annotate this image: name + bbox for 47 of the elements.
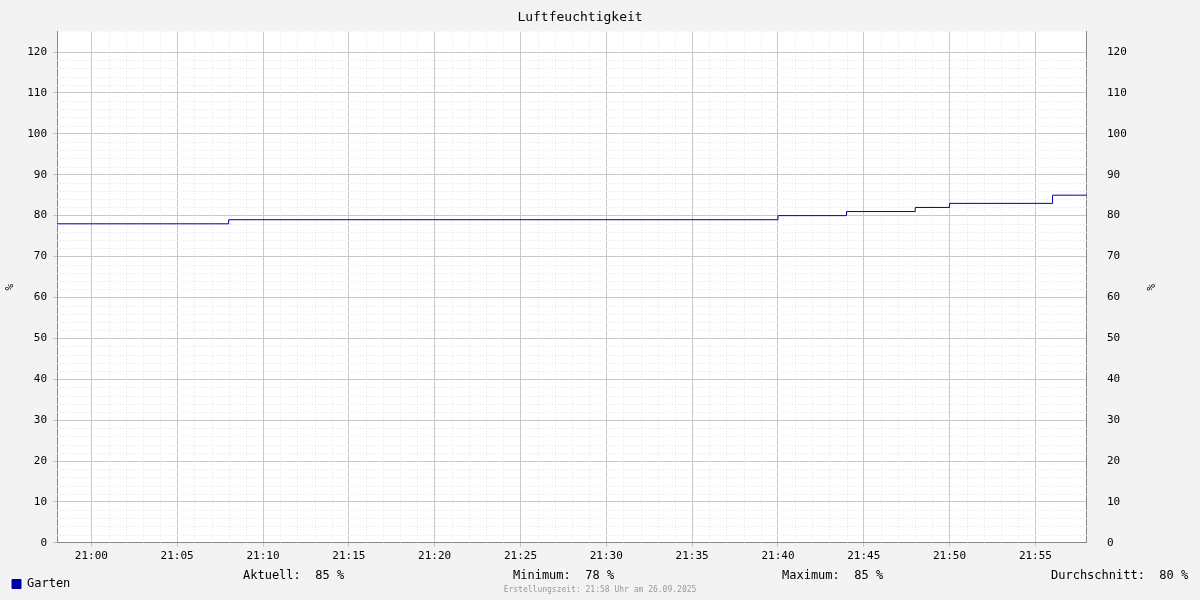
x-tick-label: 21:35 bbox=[675, 549, 709, 563]
text: Aktuell: 85 % bbox=[243, 568, 345, 582]
x-tick-label: 21:25 bbox=[503, 549, 538, 563]
text: Erstellungszeit: 21:58 Uhr am 26.09.2025 bbox=[503, 585, 697, 594]
x-tick-label: 21:45 bbox=[847, 549, 881, 563]
y2-tick-label: 50 bbox=[1106, 331, 1121, 345]
x-tick-label: 21:55 bbox=[1018, 549, 1052, 563]
text: Durchschnitt: 80 % bbox=[1051, 568, 1189, 582]
y2-tick-label: 120 bbox=[1106, 44, 1127, 58]
y-tick-label: 60 bbox=[33, 290, 48, 304]
y-tick-label: 30 bbox=[33, 412, 48, 426]
x-tick-label: 21:15 bbox=[332, 549, 366, 563]
text: Maximum: 85 % bbox=[782, 568, 884, 582]
text: Minimum: 78 % bbox=[513, 568, 615, 582]
y-tick-label: 100 bbox=[27, 126, 48, 140]
y-tick-label: 120 bbox=[27, 44, 48, 58]
legend-label: Garten bbox=[27, 576, 71, 591]
x-tick-label: 21:40 bbox=[761, 549, 795, 563]
y2-tick-label: 90 bbox=[1106, 167, 1121, 181]
y-tick-label: 80 bbox=[33, 208, 48, 222]
y2-tick-label: 0 bbox=[1106, 535, 1114, 549]
y-tick-label: 20 bbox=[33, 453, 48, 467]
y2-tick-label: 110 bbox=[1106, 85, 1127, 99]
y-tick-label: 50 bbox=[33, 331, 48, 345]
y2-tick-label: 80 bbox=[1106, 208, 1121, 222]
y2-tick-label: 60 bbox=[1106, 290, 1121, 304]
y2-axis-title: % bbox=[1143, 283, 1157, 291]
y-tick-label: 10 bbox=[33, 494, 48, 508]
y2-tick-label: 30 bbox=[1106, 412, 1121, 426]
y2-tick-label: 100 bbox=[1106, 126, 1127, 140]
x-tick-label: 21:05 bbox=[160, 549, 194, 563]
x-tick-label: 21:00 bbox=[74, 549, 108, 563]
x-tick-label: 21:50 bbox=[932, 549, 967, 563]
y-tick-label: 110 bbox=[27, 85, 48, 99]
y-tick-label: 90 bbox=[33, 167, 48, 181]
y-axis-title: % bbox=[3, 283, 17, 291]
x-tick-label: 21:30 bbox=[589, 549, 623, 563]
x-tick-label: 21:10 bbox=[246, 549, 280, 563]
chart-title: Luftfeuchtigkeit bbox=[517, 9, 643, 25]
y2-tick-label: 10 bbox=[1106, 494, 1121, 508]
x-tick-label: 21:20 bbox=[418, 549, 452, 563]
y2-tick-label: 20 bbox=[1106, 453, 1121, 467]
y2-tick-label: 70 bbox=[1106, 249, 1121, 263]
y-tick-label: 70 bbox=[33, 249, 48, 263]
y-tick-label: 0 bbox=[40, 535, 48, 549]
y-tick-label: 40 bbox=[33, 372, 48, 386]
y2-tick-label: 40 bbox=[1106, 372, 1121, 386]
